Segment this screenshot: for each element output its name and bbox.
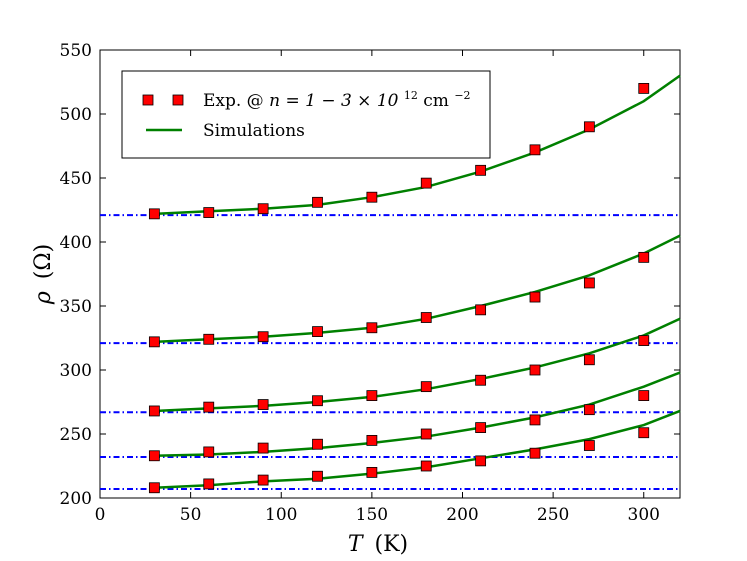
experiment-point bbox=[257, 474, 269, 486]
y-axis-unit: (Ω) bbox=[31, 244, 56, 279]
legend-exp-math: n = 1 − 3 × 10 bbox=[269, 91, 399, 111]
experiment-point bbox=[475, 455, 487, 467]
experiment-point bbox=[638, 427, 650, 439]
y-axis-ticks: 200 250 300 350 400 450 500 550 bbox=[60, 41, 680, 509]
legend-exp-exponent: 12 bbox=[404, 89, 418, 102]
experiment-point bbox=[257, 399, 269, 410]
experiment-point bbox=[475, 374, 487, 386]
y-tick-label: 500 bbox=[60, 105, 92, 125]
x-tick-label: 300 bbox=[628, 505, 660, 525]
x-axis-unit: (K) bbox=[375, 532, 409, 557]
experiment-point bbox=[638, 390, 650, 402]
experiment-point bbox=[312, 470, 323, 482]
y-axis-title: ρ (Ω) bbox=[31, 244, 56, 305]
legend-marker bbox=[172, 94, 184, 106]
x-tick-label: 100 bbox=[265, 505, 297, 525]
y-tick-label: 200 bbox=[60, 489, 92, 509]
experiment-point bbox=[420, 312, 432, 323]
experiment-point bbox=[203, 207, 215, 218]
legend-exp-prefix: Exp. @ bbox=[203, 91, 269, 111]
experiment-point bbox=[148, 336, 160, 348]
experiment-markers bbox=[148, 83, 650, 494]
experiment-point bbox=[638, 251, 650, 263]
experiment-point bbox=[529, 144, 541, 156]
legend-marker bbox=[142, 94, 154, 106]
experiment-point bbox=[583, 354, 595, 366]
experiment-point bbox=[529, 364, 541, 376]
experiment-point bbox=[366, 466, 378, 478]
experiment-point bbox=[583, 404, 595, 416]
experiment-point bbox=[583, 277, 595, 289]
experiment-point bbox=[420, 428, 432, 440]
experiment-point bbox=[366, 390, 378, 402]
experiment-point bbox=[583, 121, 595, 133]
y-tick-label: 550 bbox=[60, 41, 92, 61]
x-axis-title: T (K) bbox=[348, 532, 408, 557]
experiment-point bbox=[312, 395, 323, 407]
experiment-point bbox=[257, 331, 269, 343]
experiment-point bbox=[529, 447, 541, 459]
y-tick-label: 450 bbox=[60, 169, 92, 189]
y-tick-label: 400 bbox=[60, 233, 92, 253]
x-tick-label: 250 bbox=[537, 505, 569, 525]
legend: Exp. @ n = 1 − 3 × 10 12 cm −2 Simulatio… bbox=[121, 70, 491, 159]
experiment-point bbox=[148, 482, 160, 494]
experiment-point bbox=[312, 326, 323, 338]
y-tick-label: 350 bbox=[60, 297, 92, 317]
experiment-point bbox=[475, 304, 487, 316]
experiment-point bbox=[420, 177, 432, 189]
baselines bbox=[100, 214, 680, 491]
experiment-point bbox=[529, 291, 541, 303]
experiment-point bbox=[638, 335, 650, 346]
experiment-point bbox=[529, 414, 541, 426]
experiment-point bbox=[148, 208, 160, 220]
experiment-point bbox=[366, 434, 378, 446]
experiment-point bbox=[583, 440, 595, 451]
experiment-point bbox=[257, 442, 269, 454]
x-axis-symbol: T bbox=[348, 532, 365, 557]
experiment-point bbox=[366, 191, 378, 203]
legend-label-experiment: Exp. @ n = 1 − 3 × 10 12 cm −2 bbox=[203, 84, 471, 111]
x-tick-label: 150 bbox=[356, 505, 388, 525]
experiment-point bbox=[312, 196, 323, 208]
experiment-point bbox=[203, 333, 215, 345]
experiment-point bbox=[475, 422, 487, 434]
legend-box bbox=[121, 70, 491, 159]
x-tick-label: 0 bbox=[95, 505, 106, 525]
experiment-point bbox=[312, 438, 323, 450]
x-tick-label: 200 bbox=[446, 505, 478, 525]
legend-label-simulations: Simulations bbox=[203, 121, 305, 141]
experiment-point bbox=[475, 164, 487, 176]
experiment-point bbox=[366, 322, 378, 334]
experiment-point bbox=[203, 446, 215, 458]
experiment-point bbox=[420, 381, 432, 393]
experiment-point bbox=[638, 83, 650, 94]
x-tick-label: 50 bbox=[180, 505, 202, 525]
experiment-point bbox=[420, 460, 432, 472]
legend-exp-unit-exponent: −2 bbox=[454, 89, 470, 102]
y-tick-label: 300 bbox=[60, 361, 92, 381]
x-axis-ticks: 0 50 100 150 200 250 300 bbox=[95, 50, 660, 525]
experiment-point bbox=[257, 203, 269, 215]
experiment-point bbox=[203, 478, 215, 490]
y-axis-symbol: ρ bbox=[31, 291, 56, 305]
experiment-point bbox=[203, 401, 215, 413]
y-tick-label: 250 bbox=[60, 425, 92, 445]
legend-exp-unit: cm bbox=[423, 91, 449, 111]
experiment-point bbox=[148, 405, 160, 417]
experiment-point bbox=[148, 450, 160, 462]
